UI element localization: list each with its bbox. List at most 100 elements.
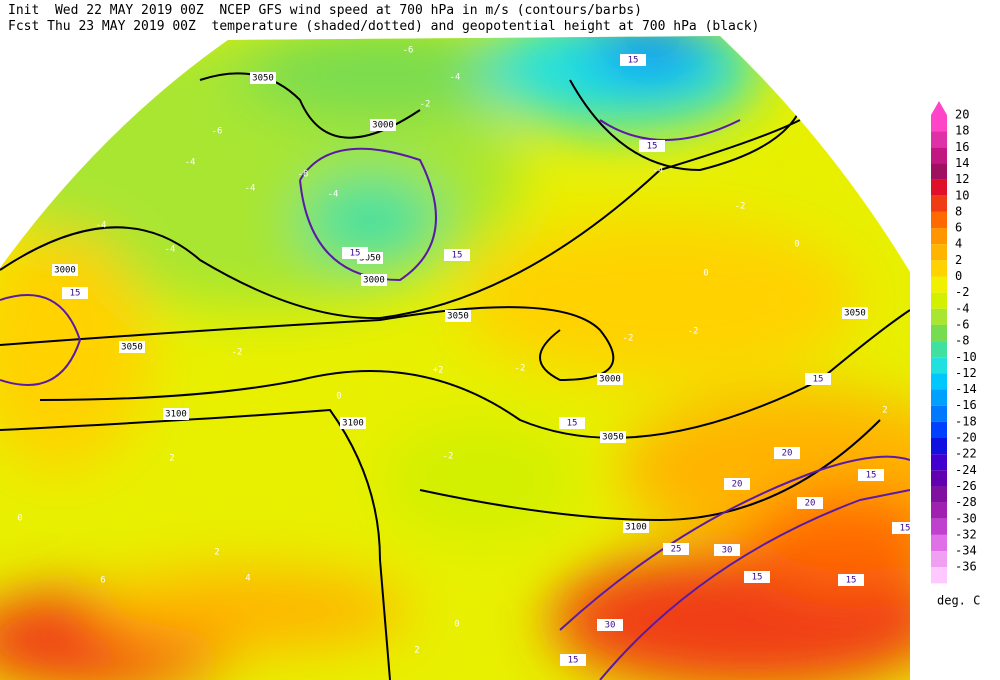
colorbar-swatch bbox=[931, 389, 947, 406]
colorbar-label: -6 bbox=[955, 317, 969, 331]
height-label: 3000 bbox=[54, 266, 76, 276]
colorbar-swatch bbox=[931, 551, 947, 568]
height-label: 3050 bbox=[252, 74, 274, 84]
temperature-label: -6 bbox=[212, 127, 223, 137]
height-label: 3050 bbox=[844, 309, 866, 319]
colorbar-swatch bbox=[931, 195, 947, 212]
label-backdrop bbox=[597, 373, 623, 385]
wind-label: 30 bbox=[722, 546, 733, 556]
colorbar-swatch bbox=[931, 454, 947, 471]
header-line: Fcst Thu 23 MAY 2019 00Z temperature (sh… bbox=[8, 19, 759, 34]
wind-label: 25 bbox=[671, 545, 682, 555]
wind-label: 15 bbox=[568, 656, 579, 666]
label-backdrop bbox=[724, 478, 750, 490]
colorbar-label: 8 bbox=[955, 204, 962, 218]
wind-label: 20 bbox=[782, 449, 793, 459]
wind-label: 15 bbox=[647, 142, 658, 152]
temperature-label: 0 bbox=[794, 240, 799, 250]
label-backdrop bbox=[838, 574, 864, 586]
label-backdrop bbox=[370, 119, 396, 131]
colorbar-swatch bbox=[931, 308, 947, 325]
height-label: 3050 bbox=[447, 312, 469, 322]
temperature-label: 0 bbox=[17, 514, 22, 524]
label-backdrop bbox=[805, 373, 831, 385]
height-label: 3050 bbox=[121, 343, 143, 353]
label-backdrop bbox=[62, 287, 88, 299]
colorbar-label: -22 bbox=[955, 447, 977, 461]
temperature-label: -8 bbox=[298, 170, 309, 180]
temperature-label: 0 bbox=[336, 392, 341, 402]
wind-label: 15 bbox=[846, 576, 857, 586]
temperature-label: -4 bbox=[185, 158, 196, 168]
temperature-label: 2 bbox=[214, 548, 219, 558]
label-backdrop bbox=[119, 341, 145, 353]
colorbar-label: 20 bbox=[955, 108, 969, 122]
wind-label: 15 bbox=[70, 289, 81, 299]
height-label: 3100 bbox=[342, 419, 364, 429]
wind-label: 15 bbox=[567, 419, 578, 429]
temperature-label: +2 bbox=[433, 366, 444, 376]
colorbar-swatch bbox=[931, 211, 947, 229]
temperature-label: -4 bbox=[450, 73, 461, 83]
temperature-label: -2 bbox=[515, 364, 526, 374]
colorbar-swatch bbox=[931, 421, 947, 438]
colorbar-label: -36 bbox=[955, 560, 977, 574]
label-backdrop bbox=[559, 417, 585, 429]
label-backdrop bbox=[620, 54, 646, 66]
colorbar-swatch bbox=[931, 131, 947, 148]
colorbar-label: 14 bbox=[955, 156, 969, 170]
colorbar-label: -32 bbox=[955, 527, 977, 541]
colorbar-label: -2 bbox=[955, 285, 969, 299]
colorbar-label: 6 bbox=[955, 221, 962, 235]
temperature-label: -4 bbox=[96, 221, 107, 231]
temperature-label: -4 bbox=[328, 190, 339, 200]
label-backdrop bbox=[842, 307, 868, 319]
colorbar-swatch bbox=[931, 147, 947, 164]
label-backdrop bbox=[600, 431, 626, 443]
colorbar-label: -8 bbox=[955, 334, 969, 348]
height-label: 3000 bbox=[363, 276, 385, 286]
label-backdrop bbox=[52, 264, 78, 276]
colorbar-swatch bbox=[931, 567, 947, 584]
colorbar-swatch bbox=[931, 260, 947, 277]
height-label: 3050 bbox=[359, 254, 381, 264]
label-backdrop bbox=[342, 247, 368, 259]
colorbar-swatch bbox=[931, 534, 947, 552]
temperature-label: 2 bbox=[414, 646, 419, 656]
colorbar-swatch bbox=[931, 163, 947, 180]
label-backdrop bbox=[340, 417, 366, 429]
wind-label: 15 bbox=[752, 573, 763, 583]
label-backdrop bbox=[892, 522, 918, 534]
temperature-label: -6 bbox=[403, 46, 414, 56]
colorbar-label: -14 bbox=[955, 382, 977, 396]
temperature-label: 2 bbox=[882, 406, 887, 416]
wind-label: 20 bbox=[732, 480, 743, 490]
colorbar-swatch bbox=[931, 486, 947, 503]
temperature-label: 6 bbox=[100, 576, 105, 586]
colorbar-label: -34 bbox=[955, 544, 977, 558]
header-line: Init Wed 22 MAY 2019 00Z NCEP GFS wind s… bbox=[8, 3, 642, 18]
temperature-label: -2 bbox=[623, 334, 634, 344]
colorbar-label: 12 bbox=[955, 172, 969, 186]
colorbar-label: -12 bbox=[955, 366, 977, 380]
temperature-label: -2 bbox=[232, 348, 243, 358]
temperature-label: -4 bbox=[245, 184, 256, 194]
colorbar-arrow bbox=[931, 101, 947, 115]
wind-label: 15 bbox=[628, 56, 639, 66]
label-backdrop bbox=[714, 544, 740, 556]
colorbar-swatch bbox=[931, 244, 947, 261]
colorbar-swatch bbox=[931, 341, 947, 358]
colorbar-swatch bbox=[931, 115, 947, 132]
wind-label: 15 bbox=[350, 249, 361, 259]
temperature-label: 0 bbox=[454, 620, 459, 630]
wind-contours bbox=[0, 119, 910, 680]
colorbar-label: -24 bbox=[955, 463, 977, 477]
colorbar-label: 0 bbox=[955, 269, 962, 283]
wind-label: 30 bbox=[605, 621, 616, 631]
height-label: 3100 bbox=[165, 410, 187, 420]
wind-label: 15 bbox=[900, 524, 911, 534]
colorbar-swatch bbox=[931, 179, 947, 196]
